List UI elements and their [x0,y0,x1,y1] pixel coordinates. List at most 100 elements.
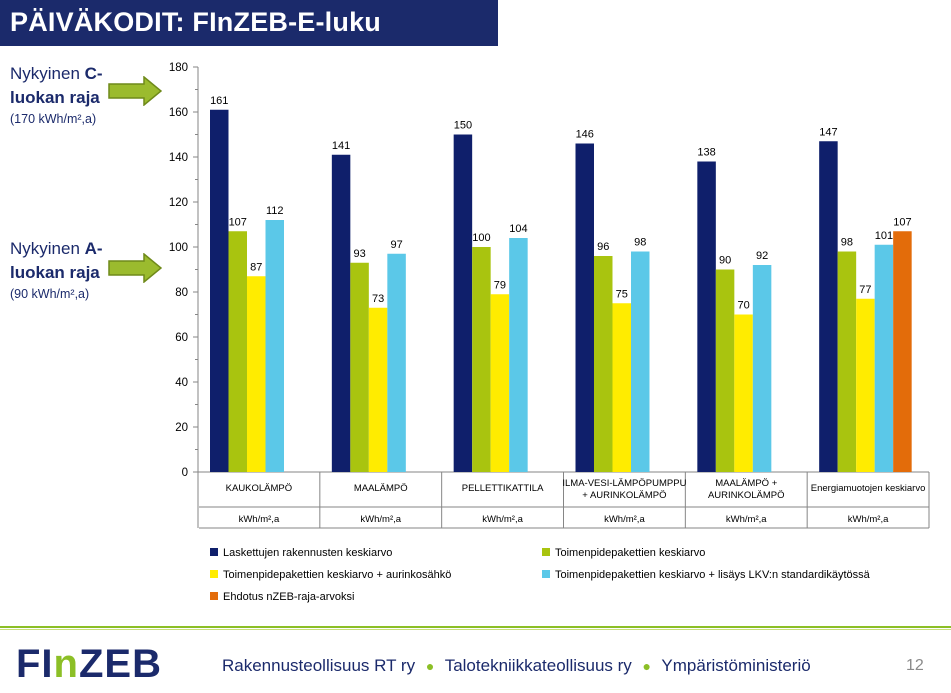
bar [368,307,388,472]
bar [350,262,369,472]
bar [697,161,716,472]
a-limit-note: Nykyinen A- luokan raja (90 kWh/m²,a) [10,237,103,303]
unit-label: kWh/m²,a [604,514,645,525]
bar [228,231,247,472]
y-tick-label: 20 [175,422,188,434]
unit-label: kWh/m²,a [239,514,280,525]
footer-org-1: Rakennusteollisuus RT ry [222,656,416,675]
data-label: 92 [756,250,768,262]
data-label: 90 [719,255,731,267]
bar [856,298,875,472]
c-limit-arrow-icon [108,76,162,106]
bullet-dot-icon: ● [425,658,435,674]
data-label: 100 [472,232,490,244]
legend-label: Toimenpidepakettien keskiarvo + aurinkos… [223,569,451,581]
bar [715,269,735,472]
a-limit-arrow-icon [108,253,162,283]
data-label: 96 [597,241,609,253]
y-tick-label: 140 [169,152,188,164]
data-label: 98 [634,237,646,249]
logo-part-3: ZEB [78,642,162,686]
y-tick-label: 60 [175,332,188,344]
a-limit-line2: luokan raja [10,263,100,282]
data-label: 107 [893,216,911,228]
data-label: 146 [576,129,594,141]
y-tick-label: 0 [182,467,188,479]
title-bar: PÄIVÄKODIT: FInZEB-E-luku [0,0,498,46]
footer-divider [0,626,951,628]
data-label: 150 [454,120,472,132]
category-label: PELLETTIKATTILA [462,483,544,494]
bar [453,134,473,472]
bar [472,247,491,472]
category-label: KAUKOLÄMPÖ [226,483,293,494]
data-label: 98 [841,237,853,249]
unit-label: kWh/m²,a [482,514,523,525]
bar [734,314,753,472]
bar [331,154,351,472]
y-tick-label: 100 [169,242,188,254]
footer-org-2: Talotekniikkateollisuus ry [444,656,632,675]
category-label: MAALÄMPÖ [354,483,408,494]
c-limit-prefix: Nykyinen [10,64,85,83]
y-tick-label: 120 [169,197,188,209]
c-limit-bold: C- [84,64,103,83]
unit-label: kWh/m²,a [726,514,767,525]
unit-label: kWh/m²,a [848,514,889,525]
bar [752,265,772,472]
bullet-dot-icon: ● [642,658,651,674]
data-label: 77 [859,284,871,296]
legend-label: Toimenpidepakettien keskiarvo + lisäys L… [555,569,871,581]
y-tick-label: 80 [175,287,188,299]
chart: 0 20 40 60 80 100 120 140 160 180 KAUKOLÄMPÖ kWh/m²… [169,62,930,603]
logo-part-2: n [53,642,79,686]
category-label: AURINKOLÄMPÖ [708,490,785,501]
data-label: 93 [353,248,365,260]
bar [490,294,510,472]
footer-divider-light [0,629,951,630]
data-label: 87 [250,261,262,273]
bar [247,276,266,472]
category-label: Energiamuotojen keskiarvo [811,483,926,494]
bar [893,231,912,472]
legend-swatch [542,548,550,556]
page-number: 12 [906,657,924,674]
y-tick-label: 180 [169,62,188,74]
data-label: 70 [737,300,749,312]
a-limit-value: (90 kWh/m²,a) [10,287,90,301]
finzeb-logo: FInZEB [16,642,162,687]
data-label: 104 [509,223,527,235]
bar [509,238,528,472]
data-label: 112 [266,205,284,217]
data-label: 75 [616,288,628,300]
category-label: MAALÄMPÖ + [715,478,777,489]
bar [612,303,631,472]
bar [631,251,650,472]
data-label: 97 [390,239,402,251]
data-label: 161 [210,95,228,107]
bar [575,143,594,472]
bar [874,244,894,472]
category-label: ILMA-VESI-LÄMPÖPUMPPU [562,478,686,489]
legend-label: Toimenpidepakettien keskiarvo [555,547,705,559]
category-label: + AURINKOLÄMPÖ [582,490,666,501]
bar [819,141,838,472]
a-limit-bold: A- [84,239,103,258]
page-title: PÄIVÄKODIT: FInZEB-E-luku [10,7,381,37]
c-limit-note: Nykyinen C- luokan raja (170 kWh/m²,a) [10,62,103,128]
bar [837,251,857,472]
c-limit-line2: luokan raja [10,88,100,107]
unit-label: kWh/m²,a [360,514,401,525]
legend-swatch [542,570,550,578]
y-tick-label: 40 [175,377,188,389]
footer-organizations: Rakennusteollisuus RT ry ● Talotekniikka… [222,656,811,676]
data-label: 107 [229,216,247,228]
data-label: 141 [332,140,350,152]
data-label: 138 [697,147,715,159]
data-label: 73 [372,293,384,305]
data-label: 147 [819,126,837,138]
bar [594,256,613,472]
bar [265,220,284,472]
a-limit-prefix: Nykyinen [10,239,85,258]
c-limit-value: (170 kWh/m²,a) [10,112,97,126]
